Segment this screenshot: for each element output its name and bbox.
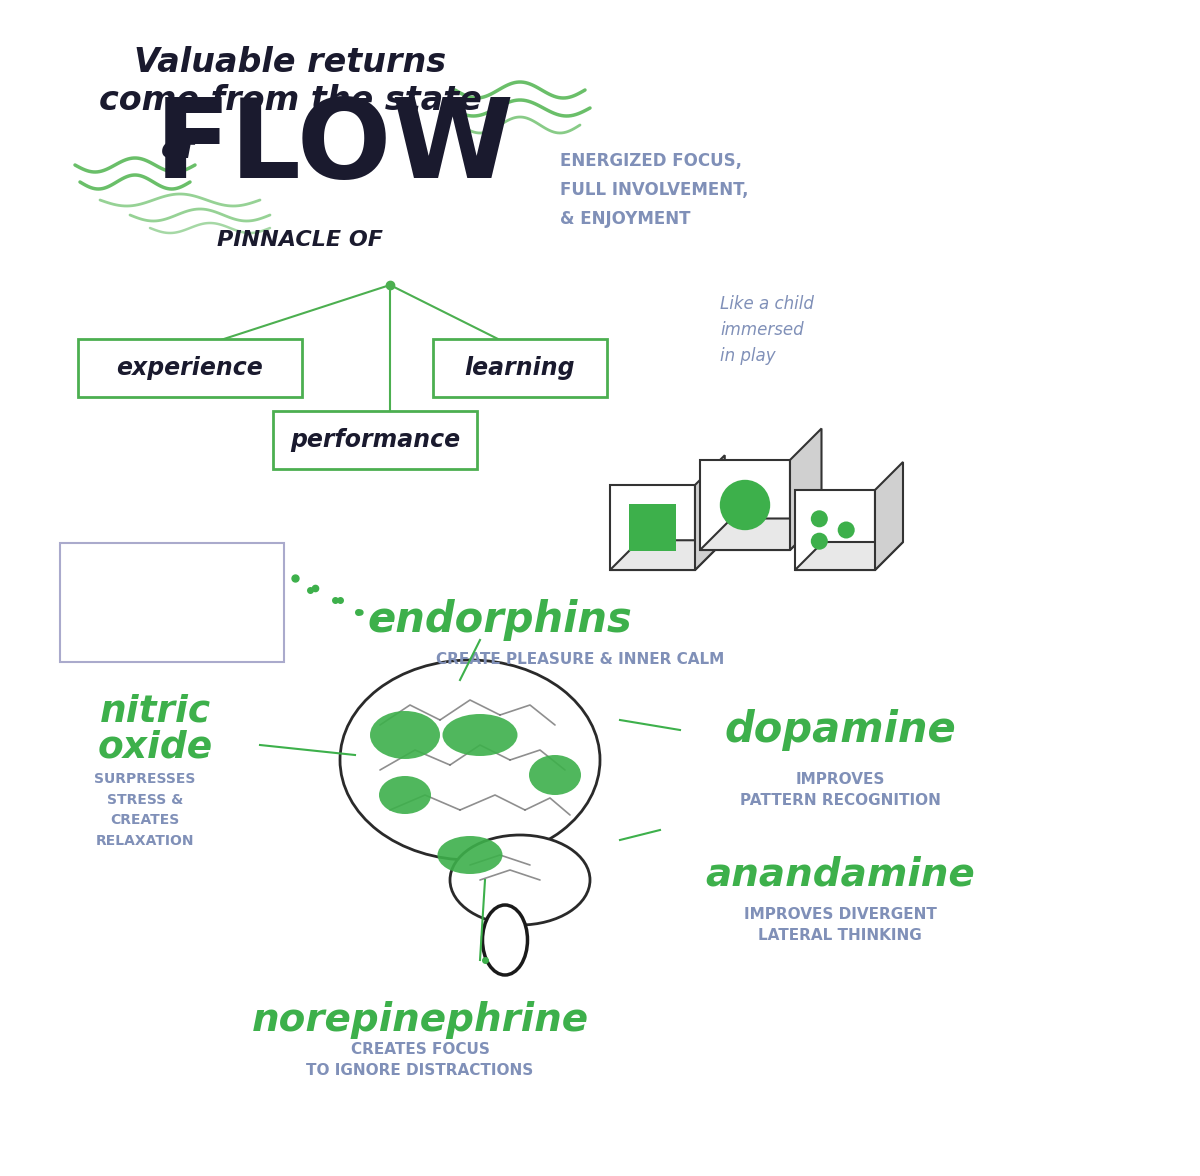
Ellipse shape — [438, 836, 503, 874]
FancyBboxPatch shape — [60, 543, 284, 662]
Ellipse shape — [529, 755, 581, 795]
Circle shape — [811, 533, 828, 549]
Text: dopamine: dopamine — [724, 709, 956, 751]
Text: endorphins: endorphins — [367, 599, 632, 641]
Text: PINNACLE OF: PINNACLE OF — [217, 230, 383, 250]
Circle shape — [720, 480, 770, 530]
Circle shape — [811, 510, 828, 527]
Text: learning: learning — [464, 356, 575, 380]
Ellipse shape — [450, 835, 590, 926]
Ellipse shape — [482, 906, 528, 975]
Text: come from the state: come from the state — [98, 83, 481, 116]
Polygon shape — [796, 490, 875, 570]
Text: of: of — [161, 135, 196, 165]
Text: CREATES FOCUS
TO IGNORE DISTRACTIONS: CREATES FOCUS TO IGNORE DISTRACTIONS — [306, 1042, 534, 1078]
Text: Like a child
immersed
in play: Like a child immersed in play — [720, 295, 814, 366]
Text: FLOW: FLOW — [155, 94, 515, 201]
Text: nitric
oxide: nitric oxide — [97, 694, 212, 766]
Text: THE
BIOCHEMISTRY
OF FLOW: THE BIOCHEMISTRY OF FLOW — [78, 573, 229, 643]
Text: SURPRESSES
STRESS &
CREATES
RELAXATION: SURPRESSES STRESS & CREATES RELAXATION — [95, 773, 196, 848]
Text: IMPROVES DIVERGENT
LATERAL THINKING: IMPROVES DIVERGENT LATERAL THINKING — [744, 907, 936, 943]
Ellipse shape — [379, 776, 431, 814]
Text: performance: performance — [290, 428, 460, 452]
Ellipse shape — [370, 711, 440, 759]
Text: CREATE PLEASURE & INNER CALM: CREATE PLEASURE & INNER CALM — [436, 653, 724, 668]
Ellipse shape — [340, 660, 600, 860]
Text: Valuable returns: Valuable returns — [134, 46, 446, 79]
Circle shape — [838, 521, 854, 539]
Ellipse shape — [443, 714, 517, 756]
Polygon shape — [610, 540, 725, 570]
Text: norepinephrine: norepinephrine — [252, 1001, 588, 1040]
FancyBboxPatch shape — [78, 339, 302, 397]
Bar — [629, 503, 677, 552]
Polygon shape — [790, 428, 822, 550]
Polygon shape — [796, 542, 904, 570]
Text: IMPROVES
PATTERN RECOGNITION: IMPROVES PATTERN RECOGNITION — [739, 771, 941, 808]
Text: ENERGIZED FOCUS,
FULL INVOLVEMENT,
& ENJOYMENT: ENERGIZED FOCUS, FULL INVOLVEMENT, & ENJ… — [560, 152, 749, 228]
Polygon shape — [700, 460, 790, 550]
FancyBboxPatch shape — [433, 339, 607, 397]
Polygon shape — [695, 455, 725, 570]
Text: anandamine: anandamine — [706, 856, 974, 894]
Polygon shape — [610, 485, 695, 570]
FancyBboxPatch shape — [274, 410, 478, 469]
Polygon shape — [700, 519, 822, 550]
Polygon shape — [875, 462, 904, 570]
Text: experience: experience — [116, 356, 263, 380]
